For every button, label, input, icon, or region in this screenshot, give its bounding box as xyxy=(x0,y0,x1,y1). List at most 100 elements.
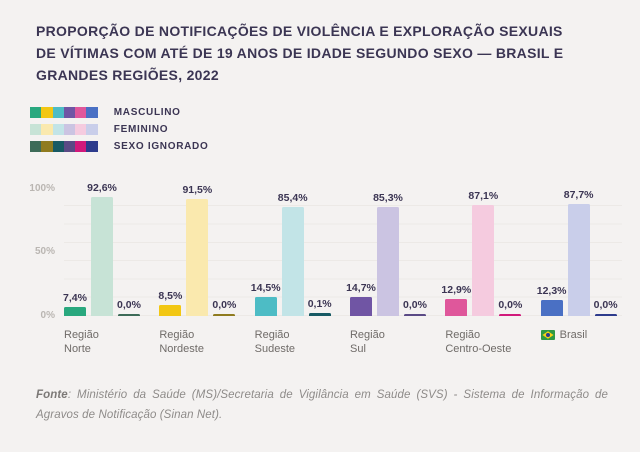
legend-swatch xyxy=(30,123,42,135)
source-prefix: Fonte xyxy=(36,389,68,401)
bar-rect xyxy=(281,207,304,316)
brazil-flag-icon xyxy=(540,330,555,340)
category-label-região-sul: Região Sul xyxy=(350,328,431,356)
bar-value-label: 0,0% xyxy=(593,299,618,311)
category-label-região-sudeste: Região Sudeste xyxy=(255,328,336,356)
bar-rect xyxy=(376,207,399,316)
bar-cell-sexo-ignorado: 0,0% xyxy=(593,299,618,316)
legend-swatch xyxy=(52,140,64,152)
bar-rect xyxy=(308,313,331,316)
x-axis-labels: Região Norte Região Nordeste Região Sudeste Re… xyxy=(64,328,622,356)
bar-value-label: 0,0% xyxy=(117,299,141,311)
bar-value-label: 0,1% xyxy=(307,298,332,310)
category-label-line2: Sul xyxy=(349,343,366,355)
bar-rect xyxy=(159,305,182,316)
legend-swatch xyxy=(63,123,76,135)
legend-color-strip xyxy=(30,123,98,135)
bar-cell-masculino: 7,4% xyxy=(63,292,87,316)
bar-group-brasil: 12,3% 87,7% 0,0% xyxy=(537,189,622,316)
bar-value-label: 85,4% xyxy=(277,192,308,204)
bar-rect xyxy=(540,300,563,316)
legend-row-masculino: MASCULINO xyxy=(30,106,640,118)
bar-value-label: 14,7% xyxy=(346,282,376,294)
chart-plot-area: 7,4% 92,6% 0,0% 8,5% 91,5% 0,0% 14,5% 85,4% 0,1%… xyxy=(63,182,622,316)
title-line-1: PROPORÇÃO DE NOTIFICAÇÕES DE VIOLÊNCIA E… xyxy=(36,23,563,39)
y-tick-50: 50% xyxy=(34,246,55,257)
title-line-2: DE VÍTIMAS COM ATÉ DE 19 ANOS DE IDADE S… xyxy=(36,45,564,61)
category-label-brasil: Brasil xyxy=(540,328,622,356)
bar-cell-feminino: 92,6% xyxy=(87,182,117,316)
category-label-line1: Região xyxy=(254,329,290,341)
chart-legend: MASCULINO FEMININO SEXO IGNORADO xyxy=(30,106,640,152)
source-text: : Ministério da Saúde (MS)/Secretaria de… xyxy=(36,389,608,421)
bar-value-label: 0,0% xyxy=(498,299,523,311)
bar-rect xyxy=(567,204,590,316)
bar-value-label: 12,3% xyxy=(536,285,567,297)
bar-cell-feminino: 85,3% xyxy=(373,192,403,316)
bar-rect xyxy=(64,307,86,316)
bar-value-label: 85,3% xyxy=(373,192,403,204)
y-axis: 100% 50% 0% xyxy=(29,183,64,321)
legend-swatch xyxy=(63,106,76,118)
bar-cell-masculino: 14,7% xyxy=(346,282,376,316)
category-label-região-norte: Região Norte xyxy=(64,328,145,356)
bar-cell-masculino: 12,9% xyxy=(441,284,471,316)
legend-swatch xyxy=(75,106,87,118)
legend-label: MASCULINO xyxy=(113,106,181,118)
legend-swatch xyxy=(30,140,42,152)
legend-swatch xyxy=(41,123,53,135)
bar-cell-sexo-ignorado: 0,1% xyxy=(307,298,332,316)
page-title: PROPORÇÃO DE NOTIFICAÇÕES DE VIOLÊNCIA E… xyxy=(0,0,640,86)
bar-cell-masculino: 12,3% xyxy=(537,285,567,316)
bar-cell-sexo-ignorado: 0,0% xyxy=(403,299,427,316)
category-label-região-nordeste: Região Nordeste xyxy=(159,328,240,356)
category-label-line2: Centro-Oeste xyxy=(445,343,512,355)
bar-rect xyxy=(91,197,113,316)
bar-value-label: 14,5% xyxy=(250,282,281,294)
category-label-line2: Sudeste xyxy=(254,343,296,355)
legend-swatch xyxy=(63,140,76,152)
bar-rect xyxy=(445,299,468,316)
bar-cell-feminino: 87,1% xyxy=(468,190,498,316)
legend-swatch xyxy=(75,140,87,152)
y-tick-0: 0% xyxy=(40,310,55,321)
bar-rect xyxy=(254,297,277,316)
category-label-line1: Região xyxy=(445,329,481,341)
title-line-3: GRANDES REGIÕES, 2022 xyxy=(36,67,219,83)
bar-group-região-norte: 7,4% 92,6% 0,0% xyxy=(63,182,145,316)
source-note: Fonte: Ministério da Saúde (MS)/Secretar… xyxy=(36,386,608,425)
legend-swatch xyxy=(86,140,98,152)
bar-value-label: 87,1% xyxy=(468,190,499,202)
category-label-line2: Norte xyxy=(64,343,91,355)
legend-label: SEXO IGNORADO xyxy=(113,140,209,152)
category-label-line2: Nordeste xyxy=(159,343,204,355)
legend-swatch xyxy=(41,140,53,152)
bar-group-região-centro-oeste: 12,9% 87,1% 0,0% xyxy=(441,190,526,316)
bar-group-região-nordeste: 8,5% 91,5% 0,0% xyxy=(158,184,240,316)
legend-swatch xyxy=(52,106,64,118)
bar-rect xyxy=(186,199,209,316)
bar-cell-sexo-ignorado: 0,0% xyxy=(498,299,523,316)
bar-group-região-sudeste: 14,5% 85,4% 0,1% xyxy=(251,192,336,316)
bar-cell-sexo-ignorado: 0,0% xyxy=(117,299,141,316)
bar-value-label: 0,0% xyxy=(403,299,427,311)
y-tick-100: 100% xyxy=(29,183,55,194)
bar-cell-feminino: 85,4% xyxy=(278,192,308,316)
bar-cell-feminino: 87,7% xyxy=(564,189,594,316)
category-label-text: Brasil xyxy=(559,329,588,341)
bar-group-região-sul: 14,7% 85,3% 0,0% xyxy=(346,192,431,316)
legend-swatch xyxy=(75,123,87,135)
bar-value-label: 92,6% xyxy=(87,182,117,194)
bar-chart: 100% 50% 0% 7,4% 92,6% 0,0% 8,5% 91,5% 0,0% 14… xyxy=(29,182,622,321)
bar-value-label: 8,5% xyxy=(158,290,183,302)
legend-label: FEMININO xyxy=(113,123,169,135)
bar-value-label: 0,0% xyxy=(212,299,237,311)
category-label-line1: Região xyxy=(159,329,195,341)
bar-rect xyxy=(499,314,522,316)
bar-rect xyxy=(349,297,372,316)
bar-value-label: 12,9% xyxy=(441,284,472,296)
legend-swatch xyxy=(86,123,98,135)
category-label-line1: Região xyxy=(64,329,99,341)
bar-value-label: 91,5% xyxy=(182,184,213,196)
legend-swatch xyxy=(86,106,98,118)
